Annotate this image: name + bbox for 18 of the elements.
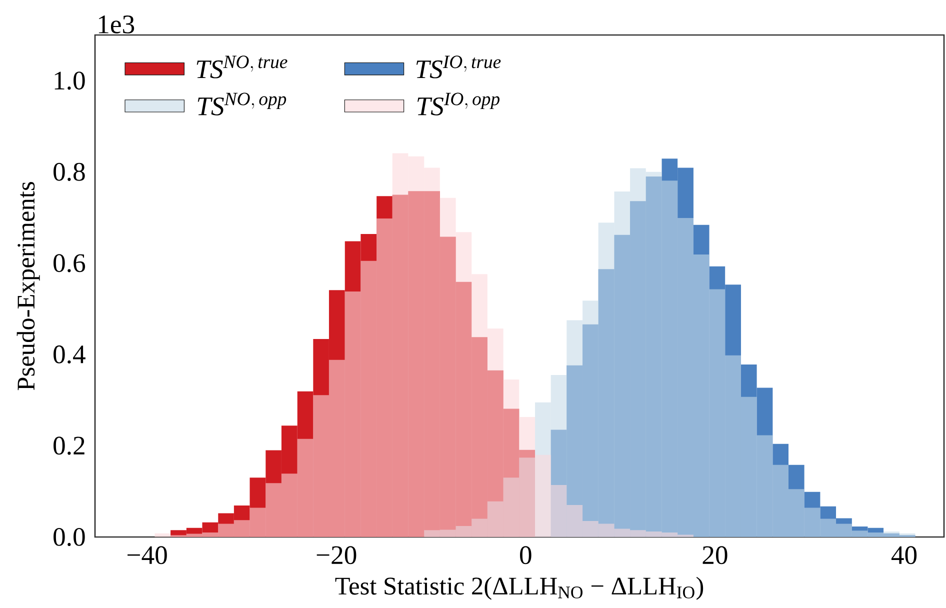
y-tick-label: 1.0 [54, 72, 85, 90]
x-tick-label: −20 [316, 546, 356, 564]
x-axis-title: Test Statistic 2(ΔLLH$_{NO}$ − ΔLLH$_{IO}$) [335, 576, 704, 600]
y-tick-label: 0.4 [54, 345, 86, 364]
y-tick-label: 0.8 [54, 162, 85, 181]
x-tick-label: −40 [128, 546, 167, 564]
x-tick-label: 40 [891, 546, 917, 564]
y-tick-label: 0.6 [54, 254, 86, 272]
legend-label: $TS^{IO,\,true}$ [416, 56, 501, 78]
text: 1e3 [98, 15, 134, 34]
y-tick-label: 0.0 [54, 528, 85, 546]
y-axis-title: Pseudo-Experiments [16, 182, 40, 390]
legend-label: $TS^{NO,\,true}$ [196, 56, 288, 78]
x-tick-label: 20 [702, 546, 728, 564]
legend-label: $TS^{IO,\,opp}$ [418, 92, 500, 116]
y-tick-label: 0.2 [54, 436, 84, 455]
x-tick-label: 0 [520, 546, 532, 564]
legend-label: $TS^{NO,\,opp}$ [198, 92, 286, 116]
